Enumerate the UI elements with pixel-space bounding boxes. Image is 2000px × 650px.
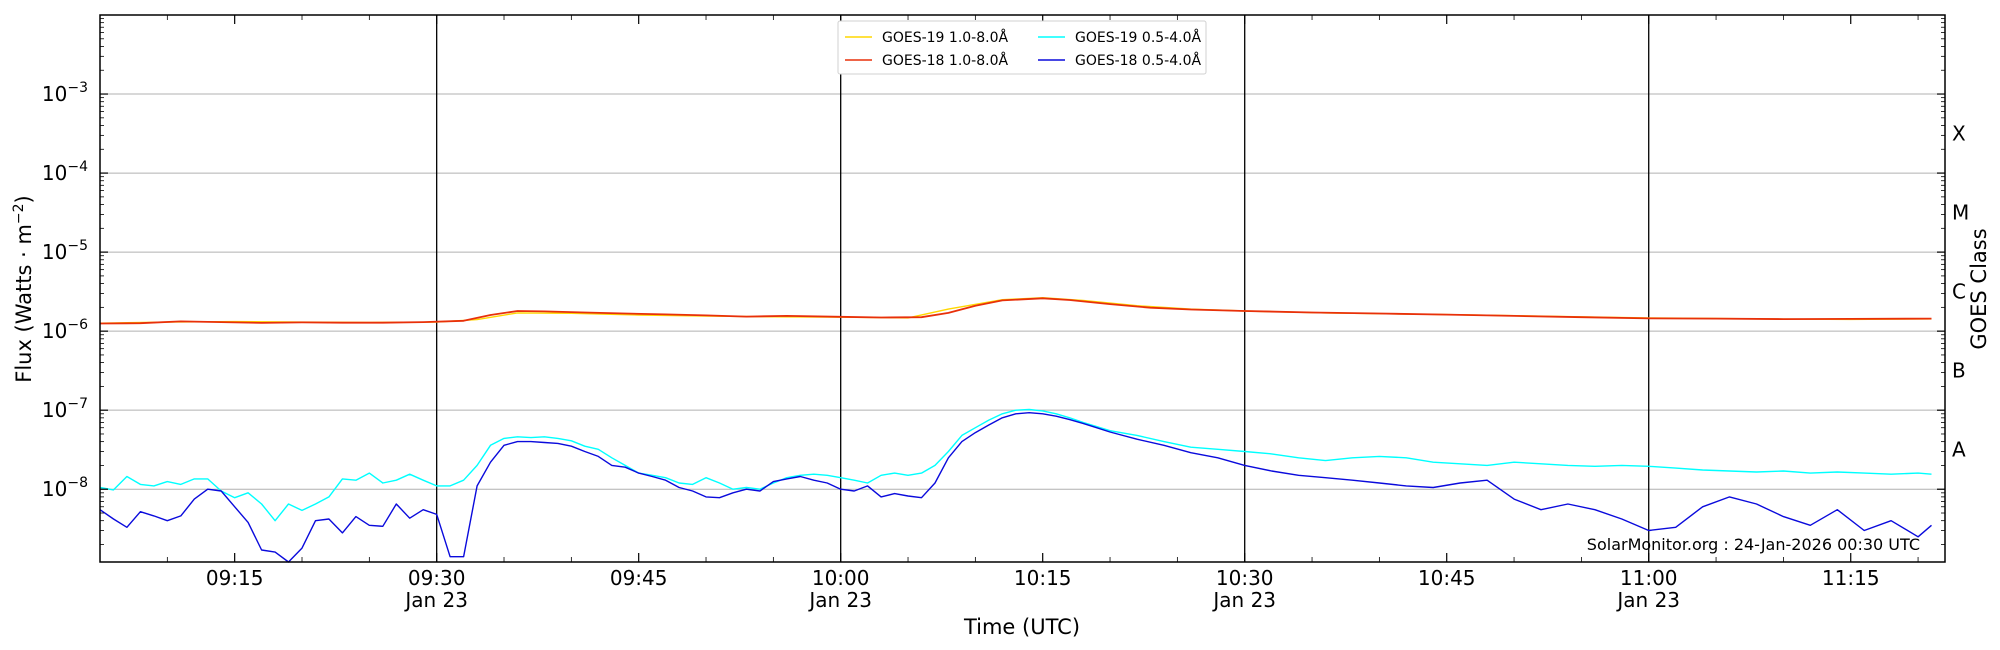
series-line-1	[99, 297, 1932, 325]
y-tick-label-2: 10−6	[42, 317, 88, 343]
credit-annotation: SolarMonitor.org : 24-Jan-2026 00:30 UTC	[1587, 535, 1920, 554]
goes-class-c: C	[1952, 280, 1966, 304]
day-boundary-lines	[436, 15, 1650, 562]
y-axis-ticks: 10−8 10−7 10−6 10−5 10−4 10−3	[42, 18, 1945, 545]
x-axis-title: Time (UTC)	[963, 615, 1080, 639]
goes-class-a: A	[1952, 438, 1966, 462]
horizontal-gridlines	[100, 93, 1945, 490]
y-tick-label-4: 10−4	[42, 159, 88, 185]
x-tick-label-7: 11:00	[1620, 566, 1678, 590]
x-tick-label-8: 11:15	[1822, 566, 1880, 590]
x-tick-label-3: 10:00	[812, 566, 870, 590]
legend-box	[837, 20, 1207, 75]
goes-class-labels: A B C M X	[1952, 122, 1969, 462]
y-axis-title: Flux (Watts · m−2)	[11, 195, 36, 383]
goes-class-m: M	[1952, 201, 1969, 225]
x-tick-label-2: 09:45	[610, 566, 668, 590]
y-tick-label-1: 10−7	[42, 396, 88, 422]
series-line-3	[99, 412, 1932, 563]
series-line-2	[99, 408, 1932, 522]
y2-axis-title: GOES Class	[1967, 228, 1991, 349]
goes-class-b: B	[1952, 359, 1966, 383]
plot-background	[100, 15, 1945, 562]
plot-frame	[99, 14, 1946, 563]
x-tick-label-1: 09:30	[408, 566, 466, 590]
x-tick-label-6: 10:45	[1418, 566, 1476, 590]
x-tick-date-3: Jan 23	[807, 588, 872, 612]
y-tick-label-3: 10−5	[42, 238, 88, 264]
series-layer	[99, 297, 1932, 563]
legend-label-goes19-long: GOES-19 1.0-8.0Å	[882, 29, 1008, 46]
legend-label-goes18-short: GOES-18 0.5-4.0Å	[1075, 52, 1201, 69]
x-tick-date-1: Jan 23	[403, 588, 468, 612]
x-tick-date-5: Jan 23	[1211, 588, 1276, 612]
legend-label-goes19-short: GOES-19 0.5-4.0Å	[1075, 29, 1201, 46]
y-tick-label-0: 10−8	[42, 475, 88, 501]
legend-label-goes18-long: GOES-18 1.0-8.0Å	[882, 52, 1008, 69]
x-tick-date-7: Jan 23	[1615, 588, 1680, 612]
goes-class-x: X	[1952, 122, 1966, 146]
x-tick-label-4: 10:15	[1014, 566, 1072, 590]
legend: GOES-19 1.0-8.0Å GOES-18 1.0-8.0Å GOES-1…	[837, 20, 1207, 75]
y-tick-label-5: 10−3	[42, 80, 88, 106]
x-tick-label-0: 09:15	[206, 566, 264, 590]
x-tick-label-5: 10:30	[1216, 566, 1274, 590]
